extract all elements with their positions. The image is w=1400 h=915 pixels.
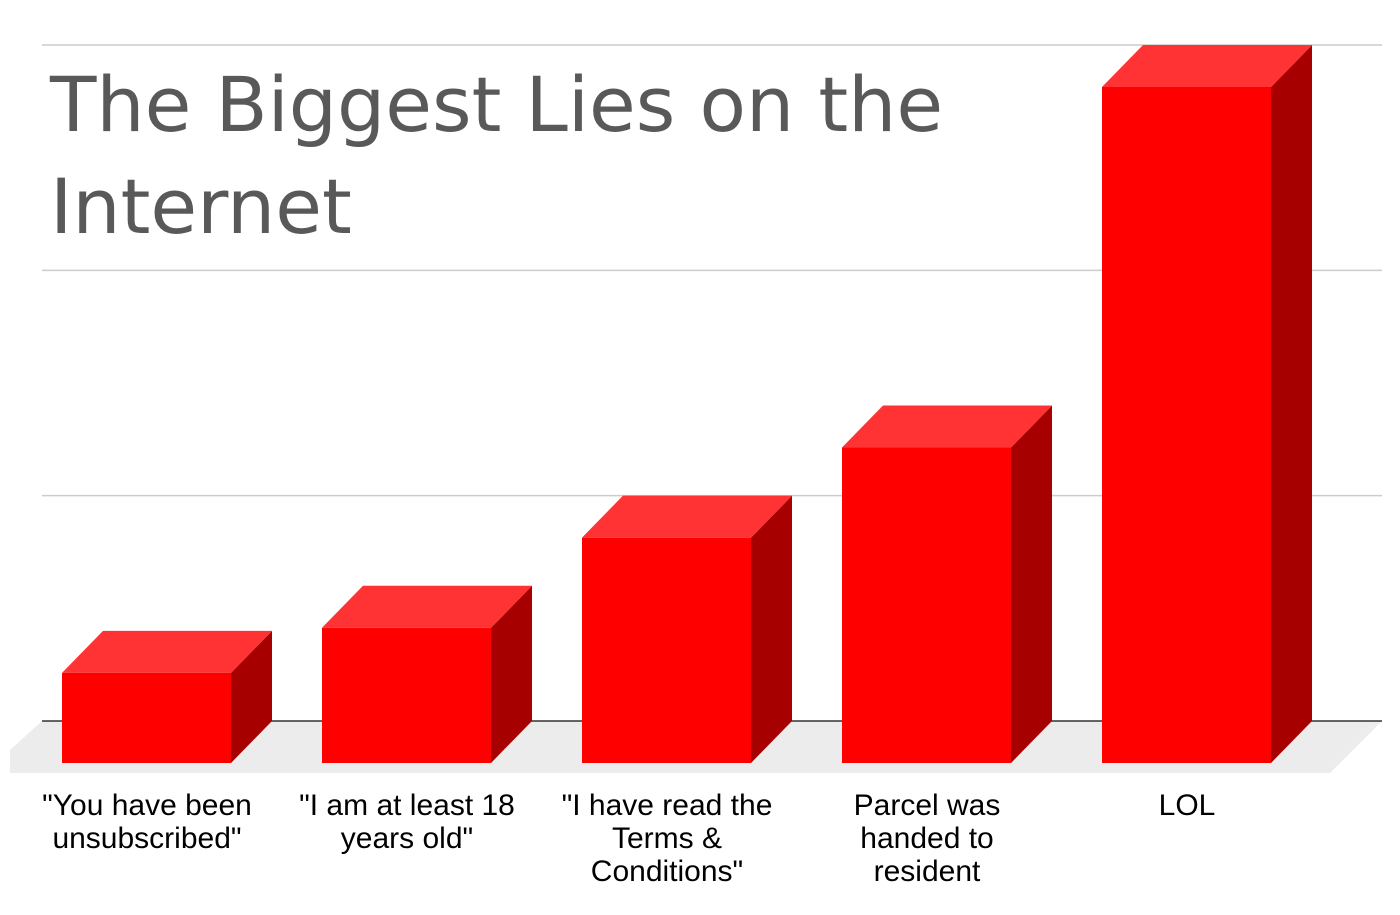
bar — [1102, 45, 1312, 763]
category-label-line: "I have read the — [562, 789, 773, 822]
bar-front — [842, 447, 1011, 763]
bar-side — [231, 630, 272, 763]
bar-front — [1102, 87, 1271, 763]
bar-top — [62, 630, 272, 673]
bar-side — [751, 495, 792, 763]
category-label-line: Parcel was — [854, 789, 1001, 822]
bar-side — [1271, 45, 1312, 763]
category-label-line: handed to — [860, 822, 993, 855]
bar — [842, 405, 1052, 763]
bar — [322, 585, 532, 763]
bar — [62, 630, 272, 763]
category-label: "I have read the Terms & Conditions" — [562, 789, 773, 888]
bars — [62, 45, 1312, 763]
bar-front — [322, 627, 491, 763]
bar — [582, 495, 792, 763]
bar-side — [1011, 405, 1052, 763]
category-label: Parcel was handed to resident — [854, 789, 1001, 888]
bar-front — [62, 672, 231, 763]
chart-title-line: Internet — [50, 162, 352, 251]
category-label-line: unsubscribed" — [52, 822, 241, 855]
bar-front — [582, 537, 751, 763]
category-label: "I am at least 18 years old" — [299, 789, 515, 855]
bar-top — [582, 495, 792, 538]
chart-title: The Biggest Lies on the Internet — [49, 60, 967, 251]
category-label-line: "You have been — [42, 789, 252, 822]
category-label-line: years old" — [341, 822, 473, 855]
bar-top — [1102, 45, 1312, 87]
category-label-line: LOL — [1159, 789, 1216, 822]
category-label-line: "I am at least 18 — [299, 789, 515, 822]
category-label-line: Terms & — [612, 822, 722, 855]
category-label: "You have been unsubscribed" — [42, 789, 252, 855]
category-label-line: resident — [874, 855, 981, 888]
category-label: LOL — [1159, 789, 1216, 822]
bar-top — [322, 585, 532, 628]
bar-side — [491, 585, 532, 763]
chart-title-line: The Biggest Lies on the — [49, 60, 943, 149]
category-labels: "You have been unsubscribed" "I am at leas… — [42, 789, 1215, 888]
bar-top — [842, 405, 1052, 448]
category-label-line: Conditions" — [591, 855, 743, 888]
